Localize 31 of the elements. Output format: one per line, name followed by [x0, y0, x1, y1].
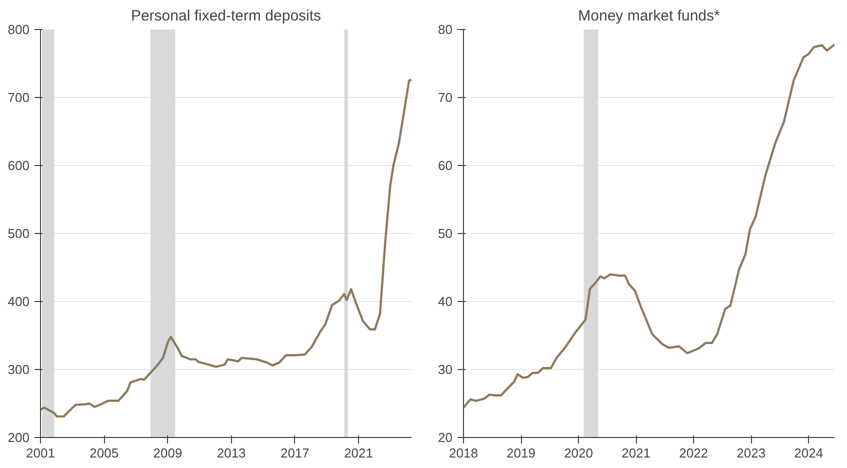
y-tick-label: 50: [438, 226, 453, 241]
y-tick-label: 400: [8, 294, 30, 309]
y-tick-label: 700: [8, 90, 30, 105]
y-tick-label: 40: [438, 294, 453, 309]
y-tick-label: 70: [438, 90, 453, 105]
x-tick-label: 2013: [216, 446, 246, 460]
y-tick-label: 500: [8, 226, 30, 241]
line-series: [40, 78, 412, 418]
x-tick-label: 2021: [344, 446, 374, 460]
x-tick-label: 2019: [506, 446, 536, 460]
x-tick-label: 2022: [679, 446, 708, 460]
y-tick-label: 80: [438, 22, 453, 37]
line-series: [464, 43, 834, 409]
x-tick-label: 2024: [794, 446, 824, 460]
x-tick-label: 2021: [622, 446, 651, 460]
y-tick-label: 60: [438, 158, 453, 173]
x-tick-label: 2001: [26, 446, 55, 460]
y-tick-label: 600: [8, 158, 30, 173]
x-tick-label: 2017: [280, 446, 310, 460]
y-tick-label: 20: [438, 430, 453, 445]
y-tick-label: 300: [8, 362, 30, 377]
x-tick-label: 2023: [736, 446, 766, 460]
y-tick-label: 30: [438, 362, 453, 377]
x-tick-label: 2005: [90, 446, 119, 460]
x-tick-label: 2020: [564, 446, 593, 460]
x-tick-label: 2009: [153, 446, 182, 460]
y-tick-label: 200: [8, 430, 30, 445]
chart-title: Money market funds*: [578, 8, 720, 24]
x-tick-label: 2018: [449, 446, 478, 460]
chart-title: Personal fixed-term deposits: [130, 8, 322, 24]
y-tick-label: 800: [8, 22, 30, 37]
